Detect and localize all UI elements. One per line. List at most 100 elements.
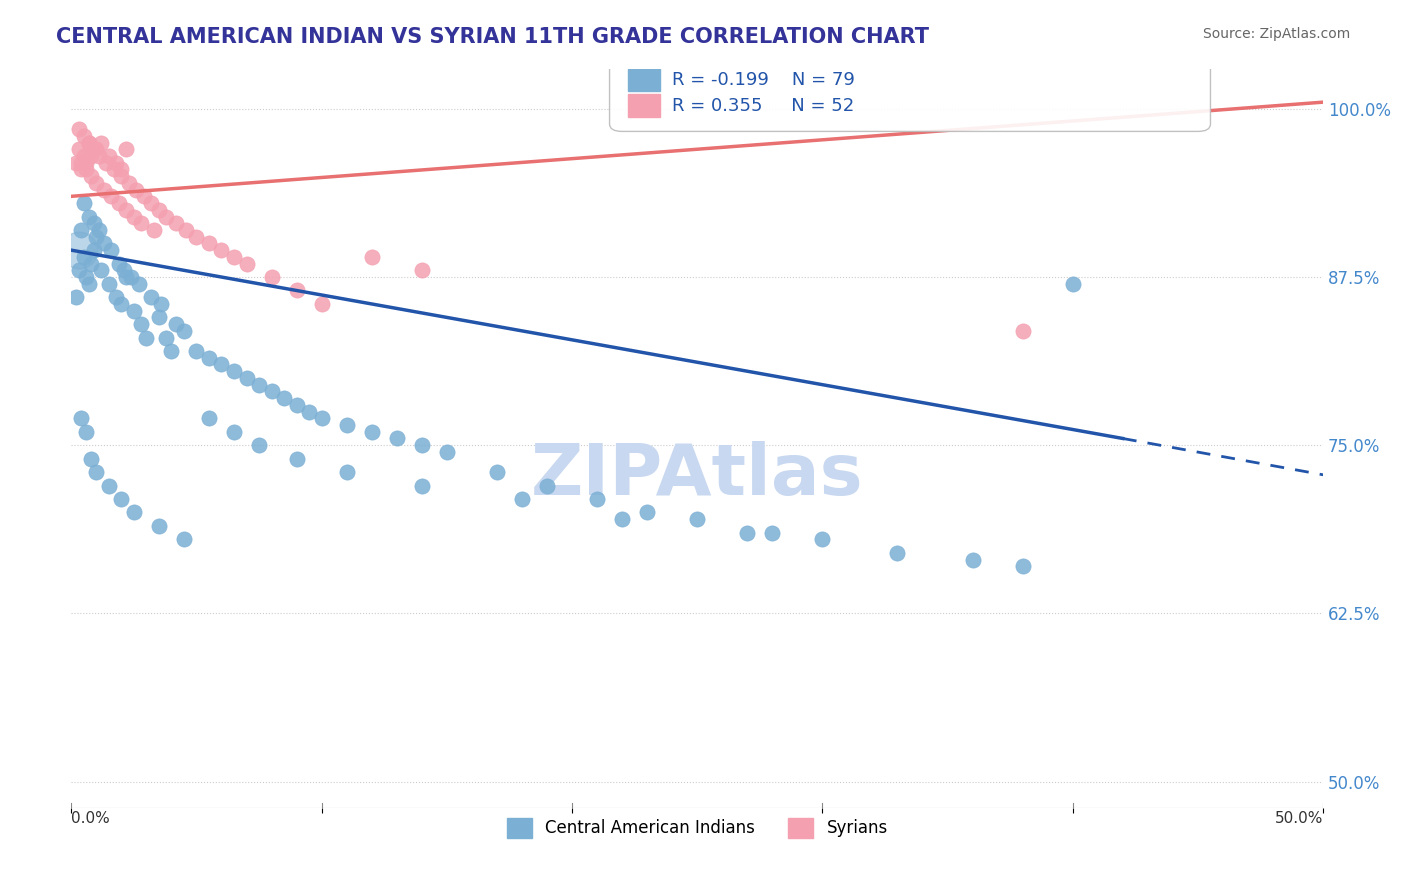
Point xyxy=(148,519,170,533)
Point xyxy=(148,202,170,217)
Text: 50.0%: 50.0% xyxy=(1275,811,1323,826)
Legend: Central American Indians, Syrians: Central American Indians, Syrians xyxy=(501,811,894,845)
Point xyxy=(97,277,120,291)
Point xyxy=(436,445,458,459)
Point xyxy=(110,491,132,506)
Point xyxy=(100,243,122,257)
Point xyxy=(65,290,87,304)
Point xyxy=(411,438,433,452)
Point xyxy=(77,136,100,150)
Point xyxy=(110,162,132,177)
Point xyxy=(176,223,198,237)
Point xyxy=(67,142,90,156)
Point xyxy=(360,250,382,264)
Point xyxy=(385,432,408,446)
Point xyxy=(108,257,131,271)
Point xyxy=(128,277,150,291)
Point xyxy=(165,317,187,331)
Point xyxy=(96,155,118,169)
Point xyxy=(80,451,103,466)
Point xyxy=(97,149,120,163)
Point xyxy=(336,465,359,479)
Point xyxy=(247,438,270,452)
Point xyxy=(77,210,100,224)
Text: 0.0%: 0.0% xyxy=(72,811,110,826)
Point xyxy=(160,344,183,359)
Point xyxy=(198,351,221,365)
Point xyxy=(122,506,145,520)
Point xyxy=(148,310,170,325)
Point xyxy=(510,491,533,506)
Point xyxy=(222,364,245,378)
Bar xyxy=(628,69,659,91)
Point xyxy=(75,162,97,177)
Point xyxy=(173,533,195,547)
Point xyxy=(67,243,90,257)
Point xyxy=(115,142,138,156)
Point xyxy=(73,196,96,211)
Point xyxy=(536,478,558,492)
Point xyxy=(411,478,433,492)
Point xyxy=(73,149,96,163)
Point xyxy=(105,155,128,169)
Point xyxy=(67,263,90,277)
Text: ZIPAtlas: ZIPAtlas xyxy=(531,441,863,510)
Point xyxy=(586,491,609,506)
FancyBboxPatch shape xyxy=(610,54,1211,131)
Point xyxy=(235,371,257,385)
Point xyxy=(84,142,107,156)
Point xyxy=(125,183,148,197)
Point xyxy=(150,297,173,311)
Bar xyxy=(628,95,659,117)
Point xyxy=(115,270,138,285)
Point xyxy=(84,465,107,479)
Point xyxy=(211,358,233,372)
Point xyxy=(142,223,165,237)
Point xyxy=(112,263,135,277)
Point xyxy=(610,512,633,526)
Point xyxy=(735,525,758,540)
Point xyxy=(100,189,122,203)
Point xyxy=(120,270,142,285)
Point xyxy=(222,250,245,264)
Point xyxy=(65,155,87,169)
Point xyxy=(83,142,105,156)
Text: R = -0.199    N = 79: R = -0.199 N = 79 xyxy=(672,70,855,88)
Point xyxy=(110,169,132,183)
Point xyxy=(108,196,131,211)
Point xyxy=(165,216,187,230)
Point xyxy=(211,243,233,257)
Point xyxy=(198,411,221,425)
Point xyxy=(75,425,97,439)
Point xyxy=(80,257,103,271)
Point xyxy=(73,128,96,143)
Point xyxy=(360,425,382,439)
Point xyxy=(962,552,984,566)
Point xyxy=(93,183,115,197)
Point xyxy=(115,202,138,217)
Point xyxy=(90,263,112,277)
Point xyxy=(273,391,295,405)
Point xyxy=(103,162,125,177)
Point xyxy=(75,270,97,285)
Point xyxy=(198,236,221,251)
Point xyxy=(285,284,308,298)
Point xyxy=(247,377,270,392)
Point xyxy=(87,223,110,237)
Point xyxy=(132,189,155,203)
Point xyxy=(311,297,333,311)
Point xyxy=(84,176,107,190)
Point xyxy=(336,417,359,432)
Point xyxy=(1011,324,1033,338)
Point xyxy=(131,216,153,230)
Point xyxy=(70,162,93,177)
Text: R = 0.355     N = 52: R = 0.355 N = 52 xyxy=(672,96,855,114)
Point xyxy=(235,257,257,271)
Point xyxy=(122,210,145,224)
Point xyxy=(173,324,195,338)
Point xyxy=(135,330,157,344)
Text: Source: ZipAtlas.com: Source: ZipAtlas.com xyxy=(1202,27,1350,41)
Point xyxy=(686,512,709,526)
Point xyxy=(298,404,321,418)
Point xyxy=(80,149,103,163)
